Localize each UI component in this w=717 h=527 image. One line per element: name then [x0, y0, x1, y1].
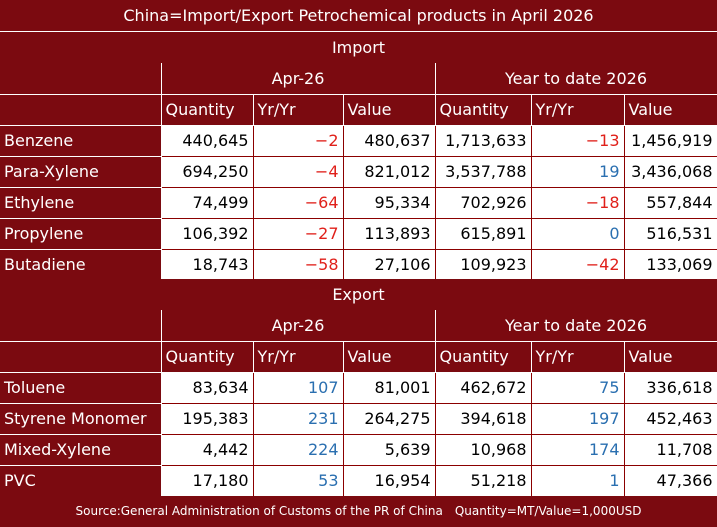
yoy-cell: −13 [531, 125, 625, 157]
table-row: Benzene 440,645 −2 480,637 1,713,633 −13 1,456… [0, 125, 717, 157]
quantity-cell: 3,537,788 [435, 156, 532, 188]
column-header: Value [343, 341, 436, 373]
product-name: Para-Xylene [0, 156, 162, 188]
quantity-cell: 10,968 [435, 434, 532, 466]
value-cell: 11,708 [624, 434, 717, 466]
table-row: Styrene Monomer 195,383 231 264,275 394,618 1… [0, 403, 717, 435]
quantity-cell: 17,180 [161, 465, 254, 497]
product-name: Mixed-Xylene [0, 434, 162, 466]
quantity-cell: 4,442 [161, 434, 254, 466]
quantity-cell: 694,250 [161, 156, 254, 188]
column-header: Quantity [161, 341, 254, 373]
export-table: Apr-26 Year to date 2026 Quantity Yr/Yr Valu… [0, 310, 717, 497]
column-header: Value [343, 94, 436, 126]
table-row: Para-Xylene 694,250 −4 821,012 3,537,788 19 3,… [0, 156, 717, 188]
value-cell: 5,639 [343, 434, 436, 466]
value-cell: 557,844 [624, 187, 717, 219]
value-cell: 27,106 [343, 249, 436, 281]
period-header: Apr-26 [161, 63, 436, 95]
yoy-cell: 75 [531, 372, 625, 404]
table-row: Toluene 83,634 107 81,001 462,672 75 336,618 [0, 372, 717, 404]
product-name: Styrene Monomer [0, 403, 162, 435]
quantity-cell: 1,713,633 [435, 125, 532, 157]
ytd-header: Year to date 2026 [435, 310, 717, 342]
yoy-cell: 197 [531, 403, 625, 435]
yoy-cell: −42 [531, 249, 625, 281]
quantity-cell: 462,672 [435, 372, 532, 404]
value-cell: 336,618 [624, 372, 717, 404]
report-title: China=Import/Export Petrochemical produc… [0, 0, 717, 32]
quantity-cell: 702,926 [435, 187, 532, 219]
table-row: Propylene 106,392 −27 113,893 615,891 0 516,53… [0, 218, 717, 250]
yoy-cell: −27 [253, 218, 344, 250]
value-cell: 133,069 [624, 249, 717, 281]
source-footer: Source:General Administration of Customs… [0, 496, 717, 527]
column-header: Yr/Yr [531, 94, 625, 126]
header-blank-cell [0, 63, 162, 95]
yoy-cell: −4 [253, 156, 344, 188]
yoy-cell: 53 [253, 465, 344, 497]
quantity-cell: 18,743 [161, 249, 254, 281]
value-cell: 16,954 [343, 465, 436, 497]
table-row: Ethylene 74,499 −64 95,334 702,926 −18 557,844 [0, 187, 717, 219]
value-cell: 113,893 [343, 218, 436, 250]
column-header: Value [624, 94, 717, 126]
column-header: Value [624, 341, 717, 373]
header-blank-cell [0, 94, 162, 126]
quantity-cell: 195,383 [161, 403, 254, 435]
column-header: Yr/Yr [253, 341, 344, 373]
value-cell: 264,275 [343, 403, 436, 435]
product-name: Ethylene [0, 187, 162, 219]
value-cell: 47,366 [624, 465, 717, 497]
quantity-cell: 109,923 [435, 249, 532, 281]
value-cell: 81,001 [343, 372, 436, 404]
product-name: Butadiene [0, 249, 162, 281]
column-header: Quantity [435, 94, 532, 126]
column-header: Yr/Yr [531, 341, 625, 373]
value-cell: 452,463 [624, 403, 717, 435]
value-cell: 3,436,068 [624, 156, 717, 188]
yoy-cell: −2 [253, 125, 344, 157]
product-name: Propylene [0, 218, 162, 250]
ytd-header: Year to date 2026 [435, 63, 717, 95]
quantity-cell: 83,634 [161, 372, 254, 404]
table-row: Butadiene 18,743 −58 27,106 109,923 −42 133,06… [0, 249, 717, 281]
yoy-cell: 224 [253, 434, 344, 466]
quantity-cell: 615,891 [435, 218, 532, 250]
yoy-cell: −18 [531, 187, 625, 219]
value-cell: 95,334 [343, 187, 436, 219]
value-cell: 516,531 [624, 218, 717, 250]
period-header: Apr-26 [161, 310, 436, 342]
value-cell: 1,456,919 [624, 125, 717, 157]
quantity-cell: 106,392 [161, 218, 254, 250]
import-table: Apr-26 Year to date 2026 Quantity Yr/Yr Valu… [0, 63, 717, 281]
yoy-cell: −64 [253, 187, 344, 219]
quantity-cell: 74,499 [161, 187, 254, 219]
quantity-cell: 51,218 [435, 465, 532, 497]
column-header: Quantity [435, 341, 532, 373]
import-section-label: Import [0, 32, 717, 63]
column-header: Yr/Yr [253, 94, 344, 126]
quantity-cell: 440,645 [161, 125, 254, 157]
table-row: PVC 17,180 53 16,954 51,218 1 47,366 [0, 465, 717, 497]
yoy-cell: 174 [531, 434, 625, 466]
header-blank-cell [0, 341, 162, 373]
yoy-cell: 1 [531, 465, 625, 497]
yoy-cell: 0 [531, 218, 625, 250]
product-name: PVC [0, 465, 162, 497]
yoy-cell: −58 [253, 249, 344, 281]
export-section-label: Export [0, 279, 717, 310]
yoy-cell: 107 [253, 372, 344, 404]
value-cell: 821,012 [343, 156, 436, 188]
quantity-cell: 394,618 [435, 403, 532, 435]
table-row: Mixed-Xylene 4,442 224 5,639 10,968 174 11,708 [0, 434, 717, 466]
value-cell: 480,637 [343, 125, 436, 157]
yoy-cell: 231 [253, 403, 344, 435]
product-name: Toluene [0, 372, 162, 404]
column-header: Quantity [161, 94, 254, 126]
yoy-cell: 19 [531, 156, 625, 188]
product-name: Benzene [0, 125, 162, 157]
header-blank-cell [0, 310, 162, 342]
